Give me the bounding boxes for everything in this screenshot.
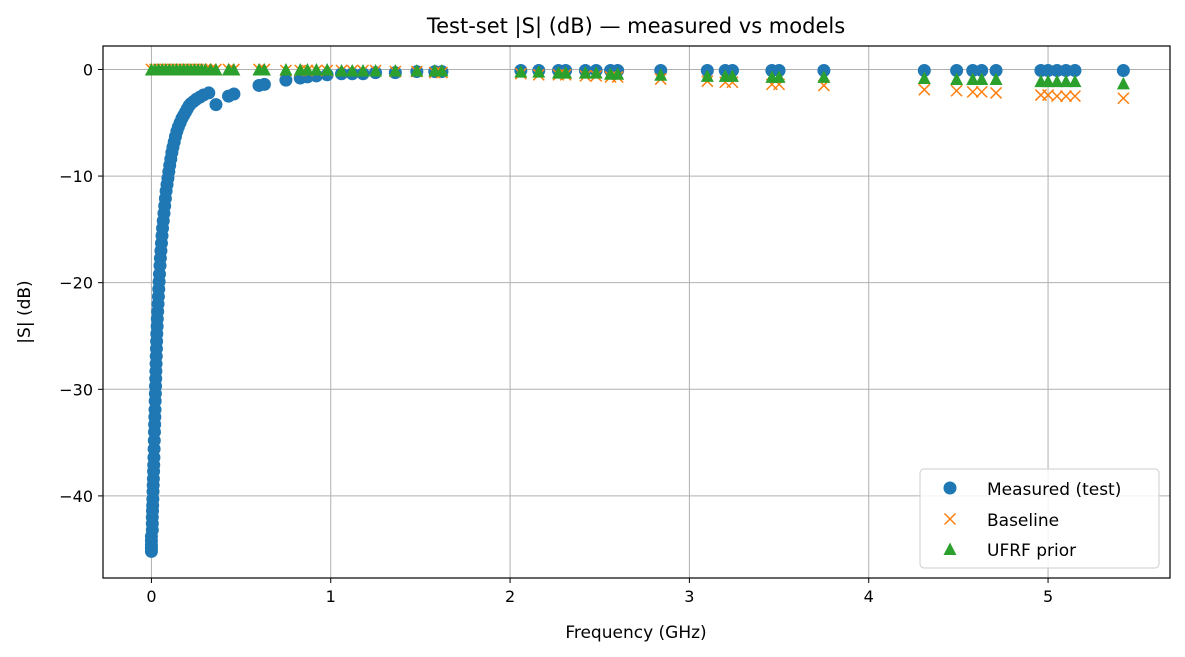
- legend: Measured (test) Baseline UFRF prior: [919, 468, 1160, 569]
- baseline-point: [966, 85, 979, 98]
- y-tick-label: −10: [59, 167, 93, 186]
- baseline-point: [1068, 90, 1081, 103]
- ufrf-prior-point: [410, 64, 424, 77]
- ufrf-prior-point: [279, 62, 293, 76]
- baseline-point: [1059, 90, 1073, 103]
- measured-point: [279, 73, 293, 87]
- series-layer: [144, 62, 1130, 558]
- legend-label-baseline: Baseline: [987, 511, 1059, 531]
- measured-point: [1068, 64, 1082, 78]
- legend-marker-triangle: [943, 542, 957, 555]
- measured-point: [950, 64, 964, 78]
- measured-point: [1059, 64, 1073, 78]
- baseline-point: [990, 86, 1003, 99]
- measured-point: [1116, 64, 1130, 78]
- ufrf-prior-point: [1050, 74, 1064, 88]
- ufrf-prior-point: [1059, 74, 1073, 88]
- ufrf-prior-point: [369, 64, 383, 77]
- ufrf-prior-point: [917, 71, 931, 84]
- ufrf-prior-point: [989, 72, 1003, 86]
- ufrf-prior-point: [700, 69, 714, 82]
- ufrf-prior-point: [345, 64, 359, 77]
- legend-item-measured: Measured (test): [943, 480, 1121, 500]
- ufrf-prior-point: [514, 65, 528, 78]
- ufrf-prior-point: [578, 66, 592, 79]
- legend-box: [919, 468, 1160, 569]
- ufrf-prior-point: [975, 72, 989, 86]
- x-tick-label: 0: [146, 587, 156, 606]
- measured-point: [1041, 64, 1055, 78]
- ufrf-prior-point: [300, 62, 314, 76]
- series-1: [144, 64, 1130, 558]
- ufrf-prior-point: [817, 70, 831, 83]
- measured-point: [975, 64, 989, 78]
- baseline-point: [975, 85, 988, 98]
- ufrf-prior-point: [950, 72, 964, 86]
- measured-point: [989, 64, 1003, 78]
- y-tick-label: 0: [83, 60, 93, 79]
- series-3: [144, 62, 1130, 90]
- legend-label-ufrf: UFRF prior: [987, 541, 1076, 561]
- ufrf-prior-point: [725, 69, 739, 82]
- baseline-point: [950, 84, 963, 97]
- x-tick-label: 5: [1043, 587, 1053, 606]
- baseline-point: [918, 83, 931, 96]
- ufrf-prior-point: [209, 62, 223, 76]
- ufrf-prior-point: [1068, 74, 1082, 88]
- ufrf-prior-point: [435, 64, 449, 77]
- x-axis-label: Frequency (GHz): [565, 623, 706, 643]
- chart-title: Test-set |S| (dB) — measured vs models: [426, 14, 845, 39]
- ufrf-prior-point: [532, 65, 546, 78]
- ufrf-prior-point: [1041, 74, 1055, 88]
- y-tick-label: −40: [59, 487, 93, 506]
- ufrf-prior-point: [356, 64, 370, 77]
- measured-point: [966, 64, 980, 78]
- ufrf-prior-point: [589, 66, 603, 79]
- ufrf-prior-point: [559, 66, 573, 79]
- x-tick-label: 3: [684, 587, 694, 606]
- plot-frame: [102, 45, 1171, 579]
- measured-point: [1050, 64, 1064, 78]
- ufrf-prior-point: [309, 62, 323, 76]
- measured-point: [202, 86, 216, 100]
- legend-marker-circle: [943, 481, 957, 495]
- ufrf-prior-point: [966, 72, 980, 86]
- legend-item-ufrf: UFRF prior: [943, 541, 1076, 561]
- ufrf-prior-point: [335, 64, 349, 77]
- ufrf-prior-point: [227, 62, 241, 76]
- legend-item-baseline: Baseline: [943, 511, 1059, 531]
- baseline-point: [1050, 90, 1064, 103]
- measured-point: [227, 87, 241, 101]
- ufrf-prior-point: [1116, 76, 1130, 90]
- ufrf-prior-point: [388, 64, 402, 77]
- ticks: 0 1 2 3 4 5 0 −10 −20 −30 −40: [59, 60, 1053, 606]
- y-tick-label: −20: [59, 274, 93, 293]
- ufrf-prior-point: [320, 62, 334, 76]
- y-axis-label: |S| (dB): [15, 280, 35, 343]
- x-tick-label: 1: [326, 587, 336, 606]
- x-tick-label: 2: [505, 587, 515, 606]
- legend-marker-x: [943, 512, 957, 526]
- x-tick-label: 4: [864, 587, 874, 606]
- measured-point: [917, 64, 931, 78]
- ufrf-prior-point: [611, 67, 625, 80]
- measured-point: [209, 98, 223, 112]
- y-tick-label: −30: [59, 380, 93, 399]
- legend-label-measured: Measured (test): [987, 480, 1121, 500]
- ufrf-prior-point: [772, 70, 786, 83]
- measured-point: [257, 77, 271, 91]
- ufrf-prior-point: [654, 68, 668, 81]
- ufrf-prior-point: [257, 62, 271, 76]
- baseline-point: [1117, 92, 1130, 105]
